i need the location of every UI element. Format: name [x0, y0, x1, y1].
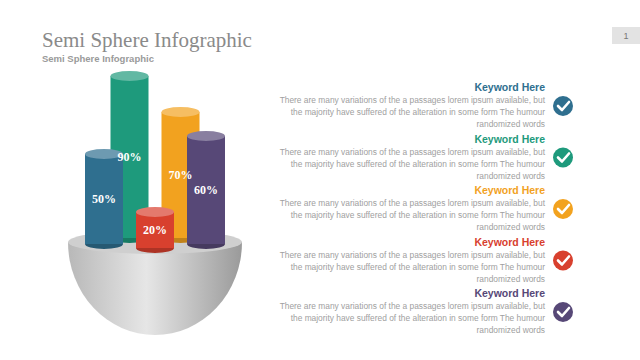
check-icon — [553, 251, 573, 271]
keyword-title: Keyword Here — [474, 184, 545, 196]
data-label: 50% — [92, 192, 116, 206]
keyword-text: randomized words — [477, 325, 545, 335]
keyword-text: the majority have suffered of the altera… — [291, 313, 546, 323]
cylinder — [187, 131, 225, 249]
title: Semi Sphere Infographic — [42, 28, 252, 52]
check-icon — [553, 199, 573, 219]
keyword-text: randomized words — [477, 119, 545, 129]
keyword-text: There are many variations of the a passa… — [280, 147, 546, 157]
keyword-text: the majority have suffered of the altera… — [291, 210, 546, 220]
page-number-box — [612, 27, 640, 44]
keyword-text: randomized words — [477, 222, 545, 232]
slide: Semi Sphere InfographicSemi Sphere Infog… — [0, 0, 640, 360]
page-number: 1 — [623, 31, 628, 41]
keyword-text: There are many variations of the a passa… — [280, 250, 546, 260]
cylinder-top — [111, 71, 149, 81]
check-icon — [553, 96, 573, 116]
cylinder-body — [136, 212, 174, 248]
check-mark — [558, 308, 569, 316]
data-label: 60% — [194, 183, 218, 197]
check-mark — [558, 102, 569, 110]
bars — [85, 71, 225, 253]
keyword-text: randomized words — [477, 171, 545, 181]
keyword-text: the majority have suffered of the altera… — [291, 107, 546, 117]
keyword-text: There are many variations of the a passa… — [280, 198, 546, 208]
check-mark — [558, 205, 569, 213]
hemisphere — [68, 242, 242, 335]
keyword-text: There are many variations of the a passa… — [280, 301, 546, 311]
cylinder-top — [162, 107, 200, 117]
cylinder — [85, 149, 123, 249]
check-mark — [558, 154, 569, 162]
data-label: 70% — [169, 168, 193, 182]
check-icon — [553, 302, 573, 322]
keyword-text: the majority have suffered of the altera… — [291, 159, 546, 169]
cylinder-top — [136, 207, 174, 217]
keyword-title: Keyword Here — [474, 236, 545, 248]
keyword-text: randomized words — [477, 274, 545, 284]
cylinder — [136, 207, 174, 253]
cylinder-body — [187, 136, 225, 244]
subtitle: Semi Sphere Infographic — [42, 53, 154, 64]
keyword-title: Keyword Here — [474, 287, 545, 299]
data-label: 90% — [118, 150, 142, 164]
check-icon — [553, 148, 573, 168]
cylinder-body — [85, 154, 123, 244]
keyword-text: There are many variations of the a passa… — [280, 95, 546, 105]
data-labels: 90% 70% 50% 60% 20% — [92, 150, 218, 237]
cylinder-top — [187, 131, 225, 141]
keyword-title: Keyword Here — [474, 133, 545, 145]
keyword-title: Keyword Here — [474, 81, 545, 93]
keyword-text: the majority have suffered of the altera… — [291, 262, 546, 272]
data-label: 20% — [143, 223, 167, 237]
check-mark — [558, 257, 569, 265]
